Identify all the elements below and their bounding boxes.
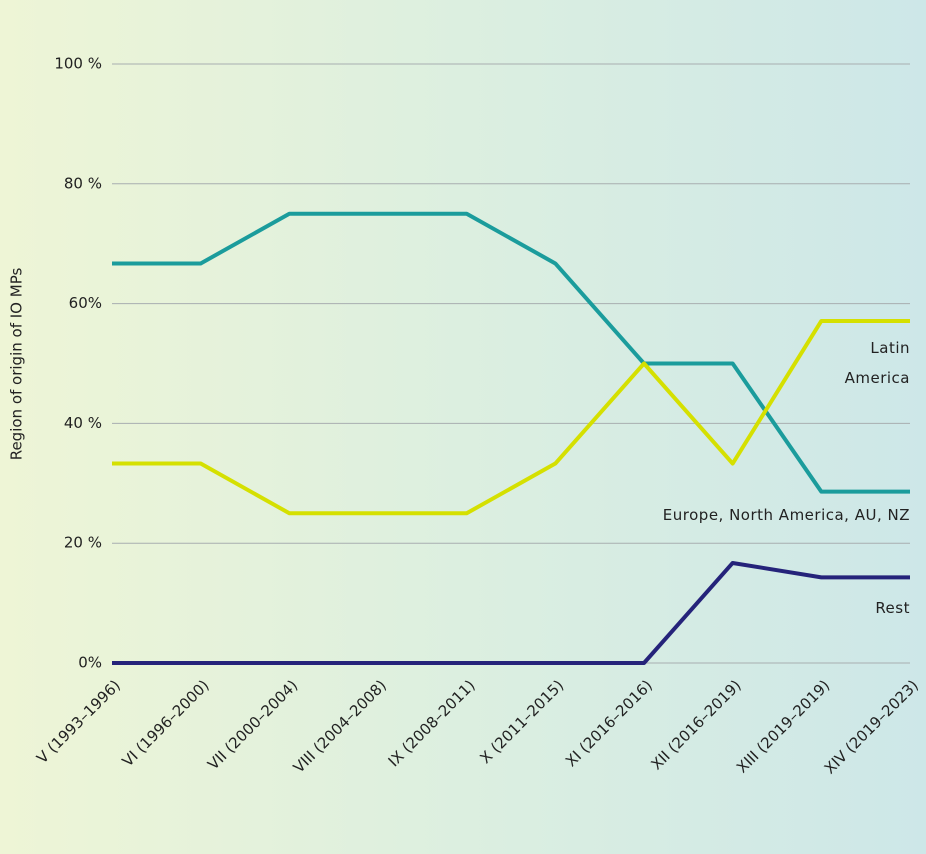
y-tick-label: 40 % [64, 414, 102, 432]
series-label: Latin America [844, 339, 910, 387]
y-tick-label: 80 % [64, 174, 102, 192]
x-tick-label: V (1993–1996) [33, 676, 124, 767]
x-tick-label: XII (2016–2019) [647, 676, 744, 773]
series-label: Europe, North America, AU, NZ [662, 506, 910, 524]
line [112, 318, 910, 516]
x-tick-label: IX (2008–2011) [385, 676, 479, 770]
y-tick-label: 0% [78, 654, 102, 672]
x-tick-label: VI (1996–2000) [119, 676, 213, 770]
y-tick-label: 20 % [64, 534, 102, 552]
x-tick-label: XI (2016–2016) [562, 676, 656, 770]
series-label: Rest [875, 599, 910, 617]
y-axis-label: Region of origin of IO MPs [8, 268, 26, 461]
x-tick-label: XIV (2019–2023) [821, 676, 922, 777]
x-tick-label: XIII (2019–2019) [733, 676, 833, 776]
x-tick-label: VII (2000–2004) [204, 676, 301, 773]
x-tick-label: VIII (2004–2008) [290, 676, 390, 776]
x-tick-label: X (2011–2015) [476, 676, 567, 767]
y-tick-label: 60% [69, 294, 102, 312]
y-tick-label: 100 % [54, 55, 102, 73]
line [112, 211, 910, 494]
line [112, 560, 910, 665]
